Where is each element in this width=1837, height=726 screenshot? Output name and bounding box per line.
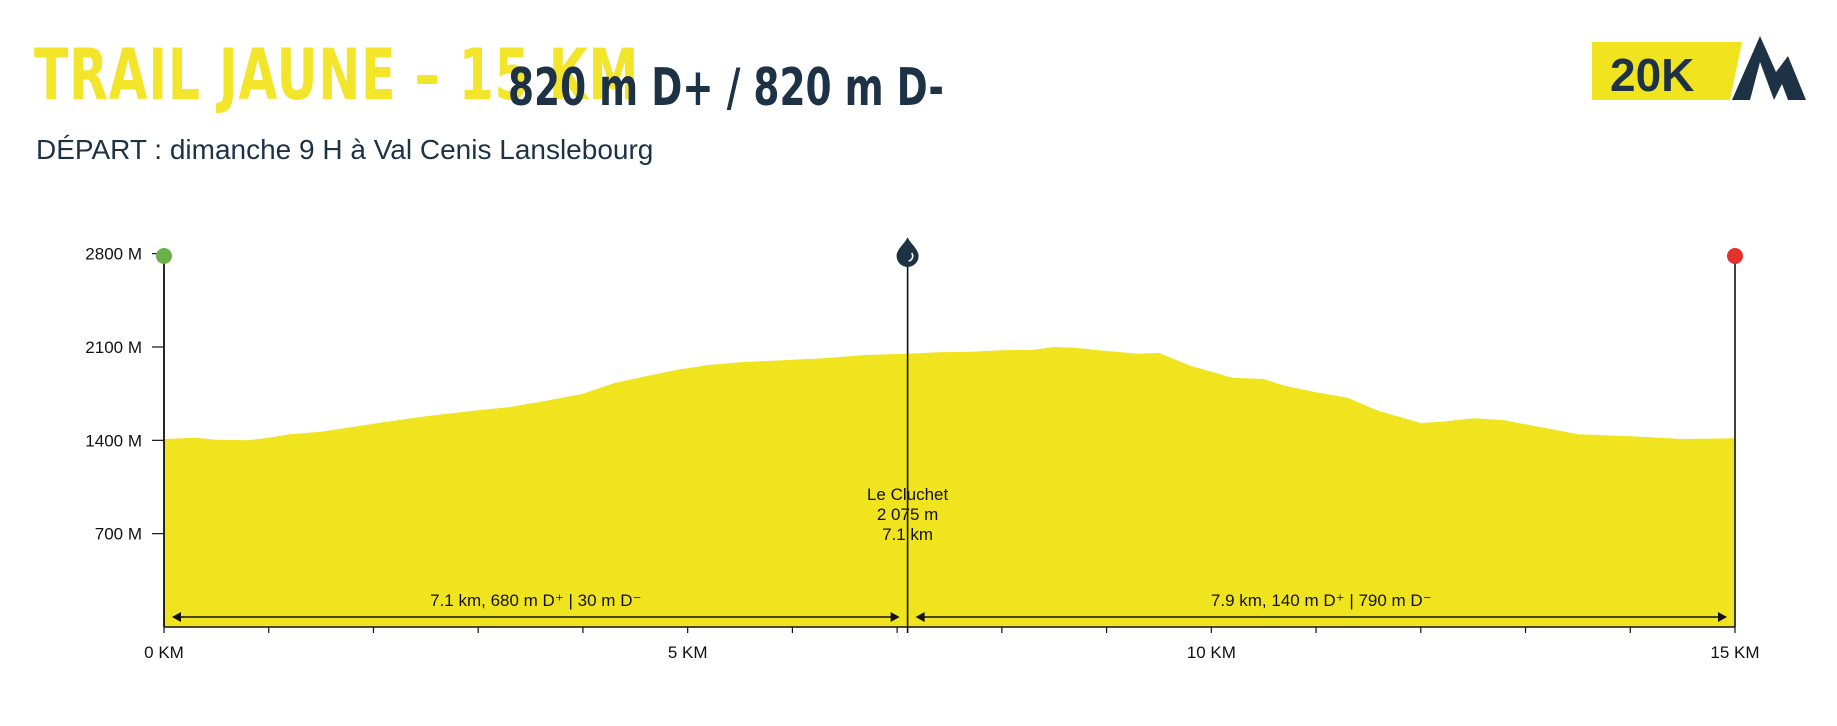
header: TRAIL JAUNE – 15 KM 820 m D+ / 820 m D- xyxy=(34,34,944,116)
x-tick-label: 10 KM xyxy=(1187,643,1236,662)
water-drop-icon xyxy=(896,237,919,267)
y-tick-label: 700 M xyxy=(95,525,142,544)
x-tick-label: 15 KM xyxy=(1710,643,1759,662)
logo-text: 20K xyxy=(1610,49,1694,101)
arrow-left-icon xyxy=(172,612,181,622)
finish-dot-icon xyxy=(1727,248,1743,264)
y-tick-label: 2800 M xyxy=(85,245,142,264)
y-tick-label: 2100 M xyxy=(85,338,142,357)
aid-station-name: Le Cluchet xyxy=(867,485,949,504)
arrow-left-icon xyxy=(915,612,925,622)
arrow-right-icon xyxy=(1718,612,1727,622)
logo-badge xyxy=(1592,42,1742,100)
aid-station-altitude: 2 075 m xyxy=(877,505,938,524)
segment-label: 7.1 km, 680 m D⁺ | 30 m D⁻ xyxy=(430,591,641,610)
x-tick-label: 5 KM xyxy=(668,643,708,662)
elevation-summary: 820 m D+ / 820 m D- xyxy=(508,58,944,118)
aid-station-distance: 7.1 km xyxy=(882,525,933,544)
arrow-right-icon xyxy=(890,612,900,622)
water-drop-highlight xyxy=(908,252,914,262)
segment-label: 7.9 km, 140 m D⁺ | 790 m D⁻ xyxy=(1211,591,1432,610)
y-tick-label: 1400 M xyxy=(85,431,142,450)
logo-mountain-icon xyxy=(1732,36,1806,100)
start-dot-icon xyxy=(156,248,172,264)
brand-logo: 20K xyxy=(1592,36,1806,101)
x-tick-label: 0 KM xyxy=(144,643,184,662)
elevation-area xyxy=(164,347,1735,627)
start-info: DÉPART : dimanche 9 H à Val Cenis Lansle… xyxy=(36,134,654,165)
page-title: TRAIL JAUNE – 15 KM xyxy=(34,34,640,116)
